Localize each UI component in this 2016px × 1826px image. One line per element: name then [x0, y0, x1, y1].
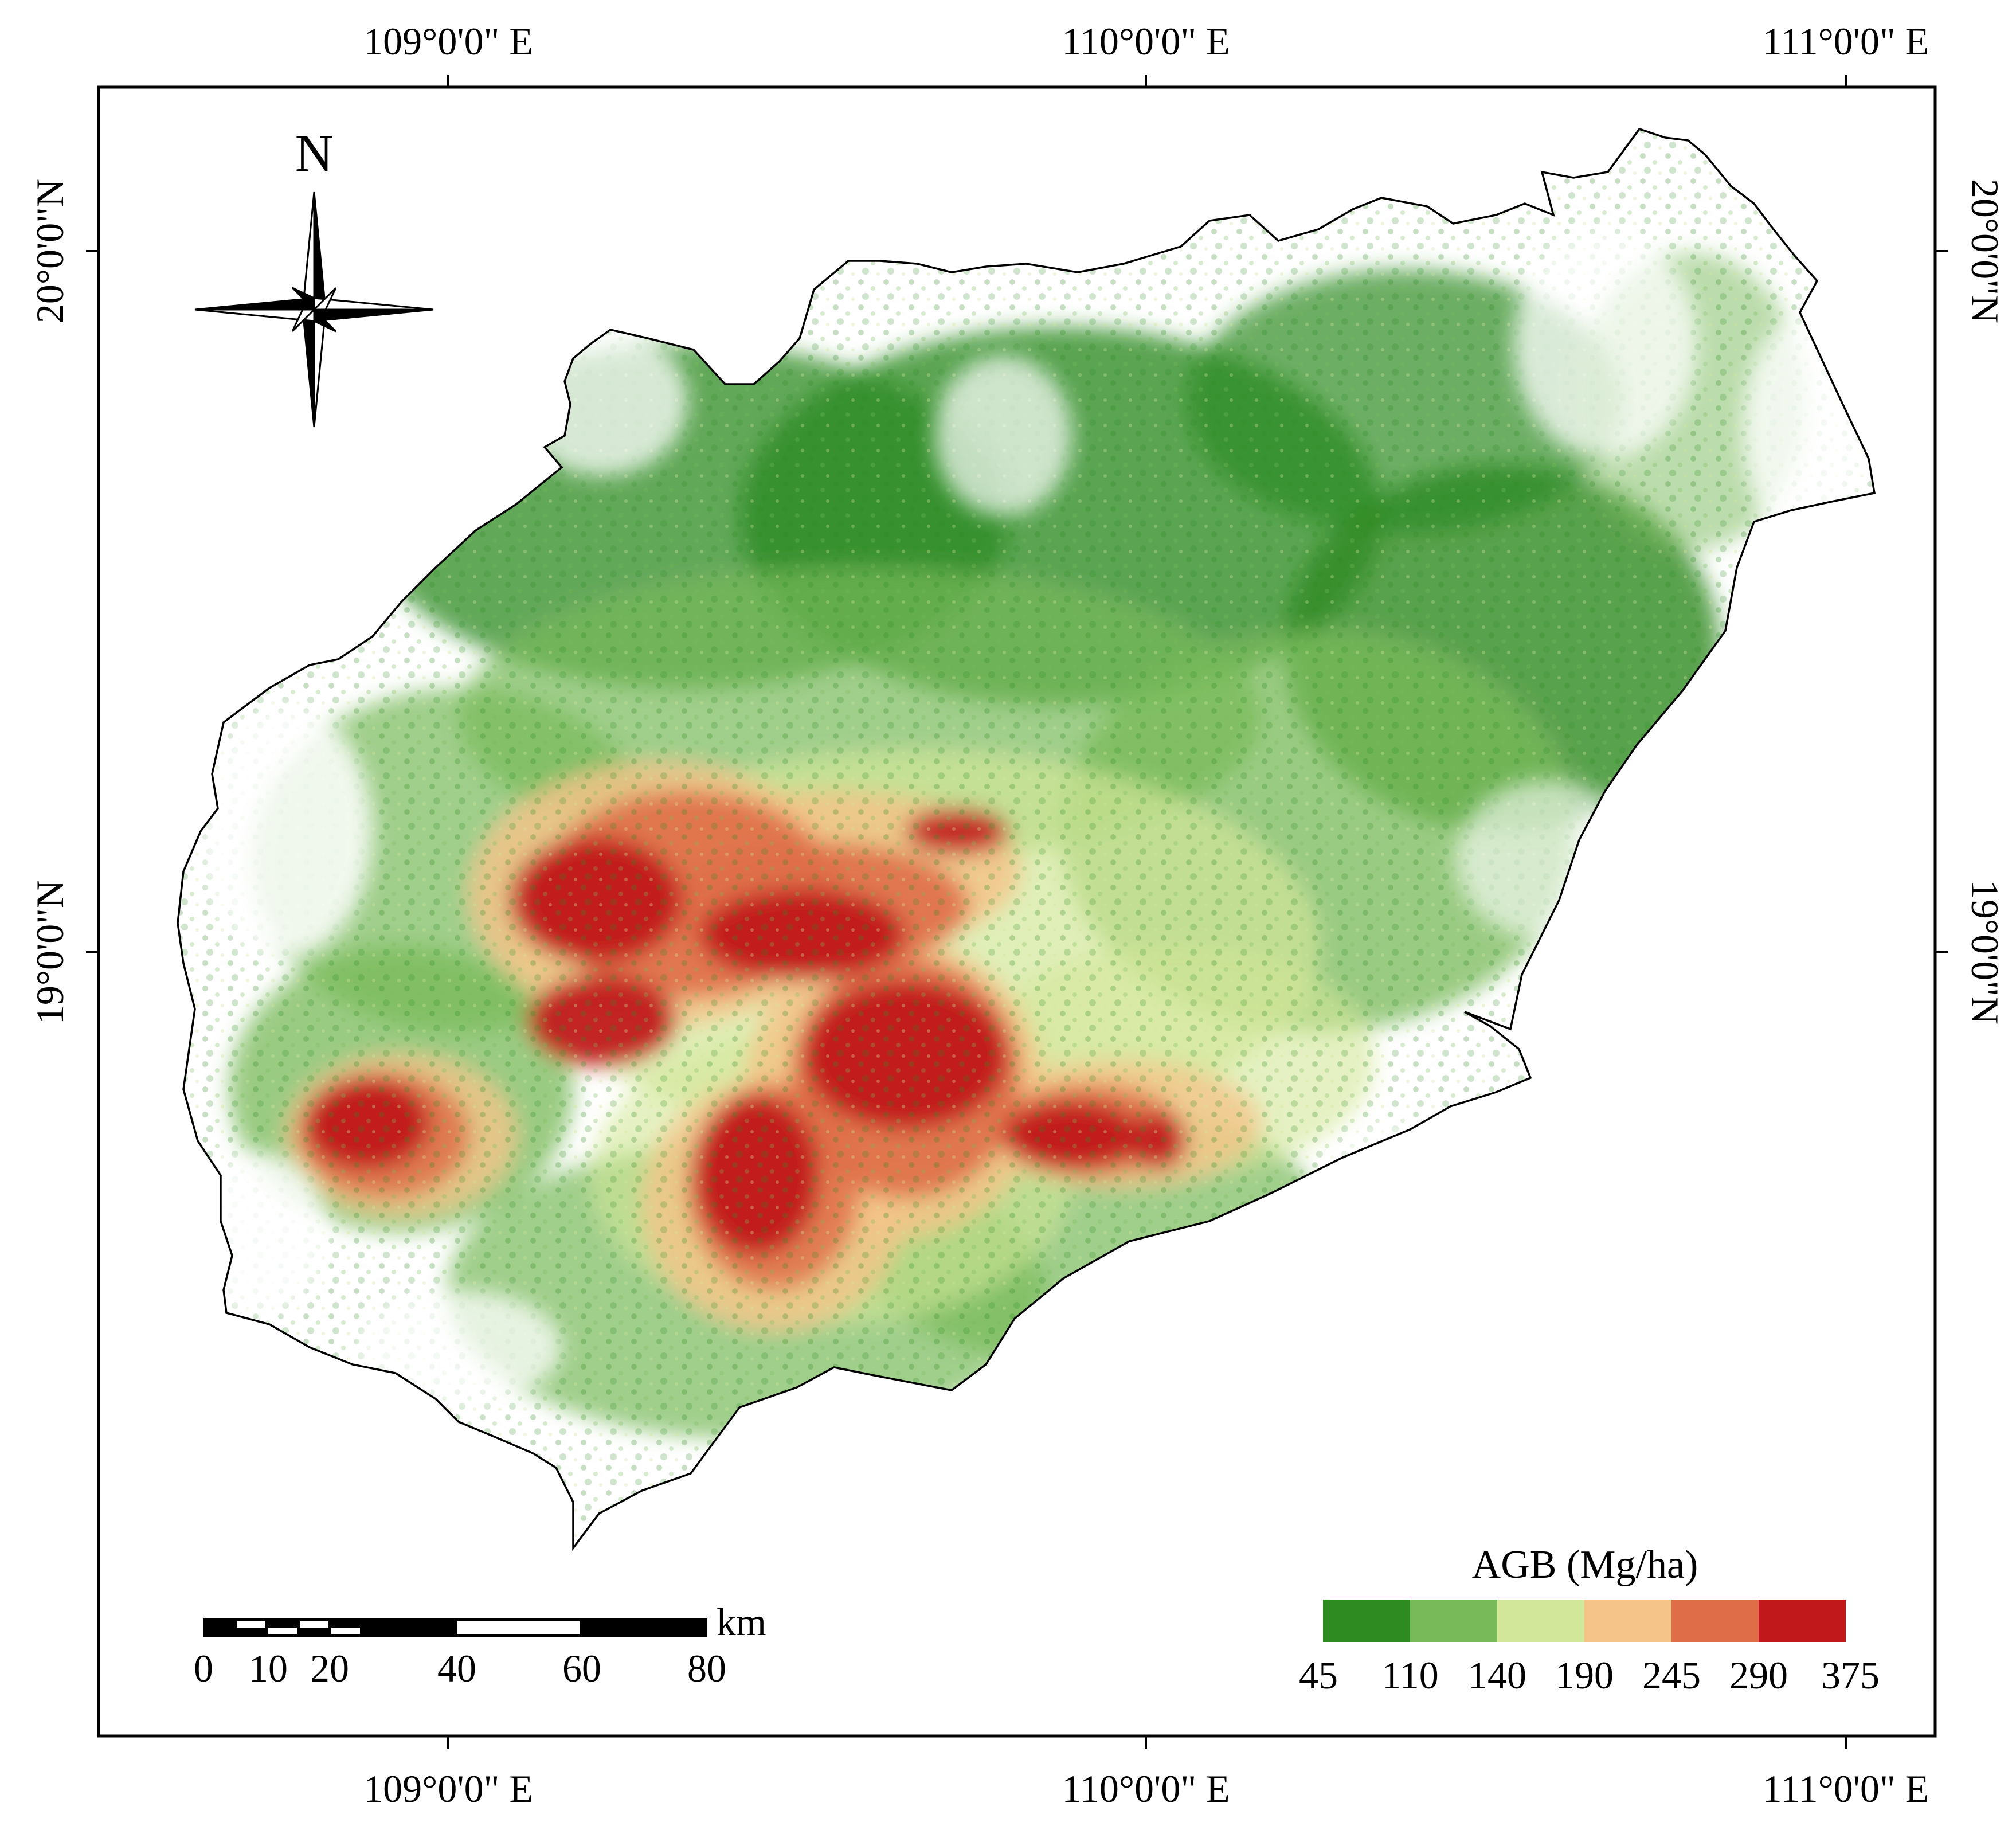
legend-swatch: [1323, 1600, 1410, 1642]
scale-bar-tick: 40: [437, 1647, 476, 1690]
lat-label-right: 19°0'0"N: [1963, 880, 2007, 1025]
north-label: N: [295, 124, 333, 182]
legend-swatch: [1497, 1600, 1584, 1642]
lat-label-right: 20°0'0"N: [1963, 179, 2007, 323]
hainan-island: [177, 128, 1876, 1549]
lon-label-bottom: 111°0'0" E: [1763, 1767, 1929, 1811]
scale-bar-tick: 60: [562, 1647, 601, 1690]
lon-label-bottom: 110°0'0" E: [1062, 1767, 1230, 1811]
legend-break-label: 190: [1555, 1653, 1614, 1697]
north-arrow: N: [194, 124, 434, 428]
legend-swatch: [1759, 1600, 1846, 1642]
lat-label-left: 19°0'0"N: [28, 880, 72, 1025]
graticule-ticks: [86, 75, 1948, 1749]
legend-break-label: 110: [1381, 1653, 1438, 1697]
legend-break-label: 45: [1299, 1653, 1338, 1697]
scale-bar-tick: 10: [249, 1647, 288, 1690]
legend-color-ramp: [1323, 1600, 1846, 1642]
scale-bar-tick: 20: [310, 1647, 349, 1690]
lon-label-bottom: 109°0'0" E: [363, 1767, 533, 1811]
legend-swatch: [1410, 1600, 1497, 1642]
legend-break-label: 140: [1468, 1653, 1526, 1697]
legend-break-label: 290: [1729, 1653, 1788, 1697]
scale-bar-tick: 80: [687, 1647, 726, 1690]
lon-label-top: 109°0'0" E: [363, 19, 533, 63]
compass-rose-icon: [194, 191, 434, 428]
legend: AGB (Mg/ha) 45 110 140 190 245 290 375: [1299, 1543, 1880, 1697]
lon-label-top: 111°0'0" E: [1763, 19, 1929, 63]
legend-swatch: [1671, 1600, 1759, 1642]
scale-bar-unit: km: [717, 1600, 766, 1644]
legend-break-label: 375: [1821, 1653, 1880, 1697]
legend-swatch: [1584, 1600, 1671, 1642]
lat-label-left: 20°0'0"N: [28, 179, 72, 323]
legend-break-label: 245: [1642, 1653, 1701, 1697]
lon-label-top: 110°0'0" E: [1062, 19, 1230, 63]
scale-bar: km 0 10 20 40 60 80: [194, 1600, 766, 1690]
scale-bar-tick: 0: [194, 1647, 213, 1690]
legend-title: AGB (Mg/ha): [1472, 1543, 1698, 1587]
